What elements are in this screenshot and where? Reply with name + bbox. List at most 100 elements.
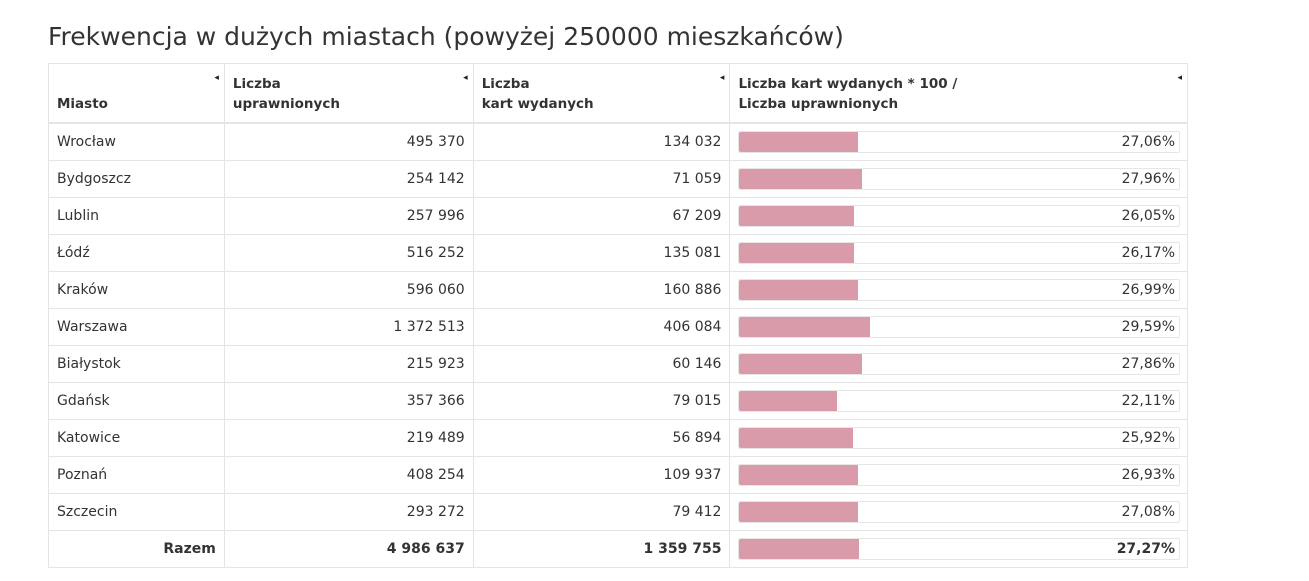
turnout-bar-fill <box>739 317 870 337</box>
city-cell: Łódź <box>48 234 225 272</box>
column-header-ratio-label-line1: Liczba kart wydanych * 100 / <box>738 76 958 92</box>
sort-arrow-icon[interactable]: ◂ <box>719 73 725 83</box>
turnout-bar: 22,11% <box>738 390 1180 412</box>
turnout-bar-fill <box>739 132 859 152</box>
eligible-cell: 257 996 <box>223 197 474 235</box>
eligible-cell: 516 252 <box>223 234 474 272</box>
ratio-cell: 27,86% <box>729 345 1188 383</box>
sort-arrow-icon[interactable]: ◂ <box>1177 73 1182 83</box>
cards-cell: 109 937 <box>472 456 731 494</box>
cards-cell: 135 081 <box>472 234 731 272</box>
sort-arrow-icon[interactable]: ◂ <box>214 73 219 83</box>
city-cell: Szczecin <box>48 493 225 531</box>
turnout-bar: 26,05% <box>738 205 1180 227</box>
table-row: Wrocław 495 370 134 032 27,06% <box>48 122 1188 161</box>
turnout-bar-fill <box>739 502 859 522</box>
cards-cell: 406 084 <box>472 308 731 346</box>
table-row: Bydgoszcz 254 142 71 059 27,96% <box>48 160 1188 198</box>
cards-cell: 60 146 <box>472 345 731 383</box>
table-row: Szczecin 293 272 79 412 27,08% <box>48 493 1188 531</box>
ratio-cell: 26,99% <box>729 271 1188 309</box>
ratio-cell: 25,92% <box>729 419 1188 457</box>
column-header-city[interactable]: Miasto ◂ <box>48 63 225 124</box>
eligible-cell: 408 254 <box>223 456 474 494</box>
turnout-percent: 26,99% <box>1121 282 1175 298</box>
column-header-cards-label-line1: Liczba <box>481 76 530 92</box>
turnout-table: Miasto ◂ Liczba uprawnionych ◂ Liczba ka… <box>48 63 1188 568</box>
table-row: Katowice 219 489 56 894 25,92% <box>48 419 1188 457</box>
turnout-bar-fill <box>739 243 855 263</box>
turnout-percent: 26,17% <box>1121 245 1175 261</box>
sort-arrow-icon[interactable]: ◂ <box>463 73 468 83</box>
ratio-cell: 27,96% <box>729 160 1188 198</box>
ratio-cell: 22,11% <box>729 382 1188 420</box>
eligible-cell: 254 142 <box>223 160 474 198</box>
turnout-bar-fill <box>739 280 859 300</box>
turnout-bar-fill <box>739 354 862 374</box>
ratio-cell: 27,08% <box>729 493 1188 531</box>
turnout-bar-fill <box>739 391 837 411</box>
ratio-cell: 29,59% <box>729 308 1188 346</box>
turnout-bar: 27,27% <box>738 538 1180 560</box>
turnout-bar-fill <box>739 428 854 448</box>
total-ratio-cell: 27,27% <box>729 530 1188 568</box>
turnout-percent: 27,08% <box>1121 504 1175 520</box>
turnout-percent: 29,59% <box>1121 319 1175 335</box>
turnout-bar: 27,06% <box>738 131 1180 153</box>
total-eligible-cell: 4 986 637 <box>223 530 474 568</box>
turnout-percent: 22,11% <box>1121 393 1175 409</box>
ratio-cell: 26,17% <box>729 234 1188 272</box>
ratio-cell: 26,05% <box>729 197 1188 235</box>
turnout-bar: 26,93% <box>738 464 1180 486</box>
total-cards-cell: 1 359 755 <box>472 530 731 568</box>
cards-cell: 56 894 <box>472 419 731 457</box>
table-row: Gdańsk 357 366 79 015 22,11% <box>48 382 1188 420</box>
column-header-city-label: Miasto <box>57 96 108 112</box>
eligible-cell: 495 370 <box>223 122 474 161</box>
cards-cell: 134 032 <box>472 122 731 161</box>
turnout-percent: 25,92% <box>1121 430 1175 446</box>
cards-cell: 67 209 <box>472 197 731 235</box>
city-cell: Kraków <box>48 271 225 309</box>
eligible-cell: 219 489 <box>223 419 474 457</box>
column-header-eligible[interactable]: Liczba uprawnionych ◂ <box>223 63 474 124</box>
turnout-bar: 25,92% <box>738 427 1180 449</box>
turnout-bar: 26,99% <box>738 279 1180 301</box>
turnout-percent: 27,06% <box>1121 134 1175 150</box>
turnout-bar-fill <box>739 169 863 189</box>
city-cell: Wrocław <box>48 122 225 161</box>
total-label: Razem <box>48 530 225 568</box>
turnout-bar: 27,08% <box>738 501 1180 523</box>
table-row: Białystok 215 923 60 146 27,86% <box>48 345 1188 383</box>
page-title: Frekwencja w dużych miastach (powyżej 25… <box>48 22 844 51</box>
column-header-eligible-label-line2: uprawnionych <box>232 96 340 112</box>
city-cell: Warszawa <box>48 308 225 346</box>
city-cell: Lublin <box>48 197 225 235</box>
cards-cell: 79 015 <box>472 382 731 420</box>
eligible-cell: 596 060 <box>223 271 474 309</box>
column-header-ratio-label-line2: Liczba uprawnionych <box>738 96 899 112</box>
turnout-bar: 27,86% <box>738 353 1180 375</box>
table-row: Łódź 516 252 135 081 26,17% <box>48 234 1188 272</box>
eligible-cell: 357 366 <box>223 382 474 420</box>
turnout-bar-fill <box>739 465 858 485</box>
column-header-cards[interactable]: Liczba kart wydanych ◂ <box>472 63 731 124</box>
column-header-cards-label-line2: kart wydanych <box>481 96 594 112</box>
turnout-bar-fill <box>739 206 854 226</box>
table-header-row: Miasto ◂ Liczba uprawnionych ◂ Liczba ka… <box>48 63 1188 124</box>
turnout-percent: 26,93% <box>1121 467 1175 483</box>
table-row: Poznań 408 254 109 937 26,93% <box>48 456 1188 494</box>
column-header-ratio[interactable]: Liczba kart wydanych * 100 / Liczba upra… <box>729 63 1188 124</box>
turnout-percent: 27,27% <box>1116 541 1175 557</box>
eligible-cell: 215 923 <box>223 345 474 383</box>
city-cell: Poznań <box>48 456 225 494</box>
cards-cell: 160 886 <box>472 271 731 309</box>
cards-cell: 79 412 <box>472 493 731 531</box>
city-cell: Białystok <box>48 345 225 383</box>
column-header-eligible-label-line1: Liczba <box>232 76 281 92</box>
turnout-bar: 26,17% <box>738 242 1180 264</box>
turnout-bar-fill <box>739 539 860 559</box>
eligible-cell: 1 372 513 <box>223 308 474 346</box>
turnout-bar: 29,59% <box>738 316 1180 338</box>
table-row: Lublin 257 996 67 209 26,05% <box>48 197 1188 235</box>
